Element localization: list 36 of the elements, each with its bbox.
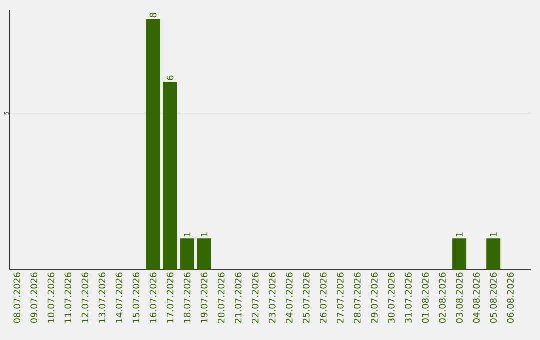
- data-label: 1: [490, 232, 497, 236]
- x-tick-label: 25.07.2026: [303, 272, 310, 324]
- x-tick-label: 26.07.2026: [320, 272, 327, 324]
- data-label: 8: [150, 13, 157, 18]
- x-tick-label: 13.07.2026: [98, 272, 106, 323]
- x-tick-label: 16.07.2026: [150, 272, 157, 323]
- x-tick-label: 08.07.2026: [14, 272, 21, 324]
- x-tick-label: 31.07.2026: [405, 272, 412, 324]
- data-label: 1: [184, 232, 191, 236]
- data-label: 6: [166, 76, 174, 80]
- x-tick-label: 02.08.2026: [439, 272, 446, 324]
- x-tick-label: 22.07.2026: [252, 272, 259, 324]
- x-tick-label: 05.08.2026: [490, 272, 497, 324]
- data-label: 1: [201, 232, 208, 236]
- x-tick-label: 18.07.2026: [184, 272, 191, 323]
- x-tick-label: 14.07.2026: [116, 272, 123, 323]
- x-tick-label: 10.07.2026: [48, 272, 55, 323]
- x-tick-label: 28.07.2026: [354, 272, 361, 324]
- x-tick-label: 24.07.2026: [286, 272, 293, 324]
- x-tick-label: 21.07.2026: [234, 272, 242, 324]
- x-tick-label: 17.07.2026: [166, 272, 174, 323]
- x-tick-label: 01.08.2026: [422, 272, 429, 324]
- x-tick-label: 03.08.2026: [456, 272, 463, 324]
- x-tick-label: 20.07.2026: [218, 272, 225, 324]
- x-tick-label: 12.07.2026: [82, 272, 89, 323]
- x-tick-label: 09.07.2026: [30, 272, 38, 324]
- x-tick-label: 23.07.2026: [268, 272, 276, 324]
- x-tick-label: 15.07.2026: [132, 272, 140, 323]
- x-tick-label: 06.08.2026: [507, 272, 514, 324]
- x-tick-label: 30.07.2026: [388, 272, 395, 324]
- x-tick-label: 11.07.2026: [64, 272, 72, 323]
- x-tick-label: 27.07.2026: [337, 272, 344, 324]
- x-tick-label: 04.08.2026: [473, 272, 480, 324]
- data-label: 1: [456, 232, 463, 236]
- x-tick-label: 29.07.2026: [371, 272, 378, 324]
- x-tick-label: 19.07.2026: [200, 272, 208, 323]
